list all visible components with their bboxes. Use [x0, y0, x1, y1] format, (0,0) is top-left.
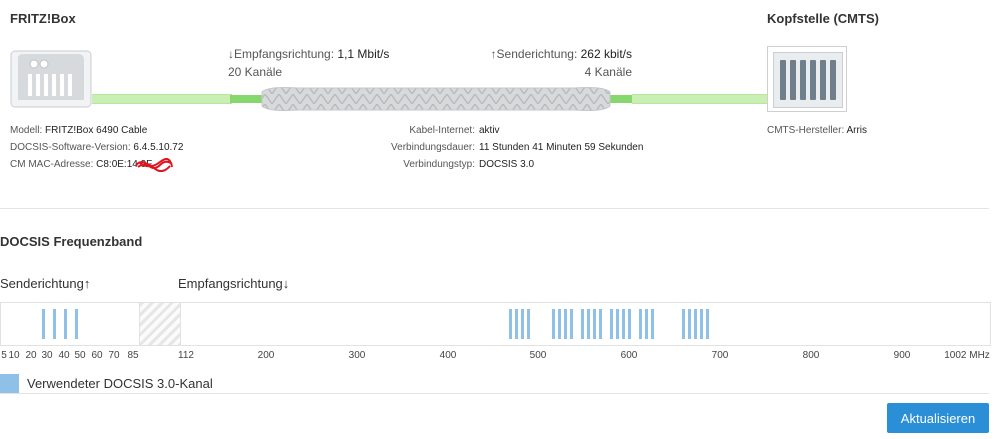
downstream-channel-bar-5: [552, 309, 555, 339]
downstream-channel-bar-6: [558, 309, 561, 339]
downstream-channel-bar-3: [521, 309, 524, 339]
downstream-rate: ↓Empfangsrichtung: 1,1 Mbit/s: [228, 47, 390, 61]
band-upstream-label: Senderichtung↑: [0, 276, 91, 291]
upstream-channel-bar-2: [53, 309, 56, 339]
band-tick-label: 1002 MHz: [944, 350, 990, 361]
downstream-channel-bar-1: [509, 309, 512, 339]
cable-right: [632, 94, 768, 104]
connection-status-value: aktiv: [479, 125, 500, 136]
cmts-device-icon: [767, 46, 847, 112]
connection-duration-label: Verbindungsdauer:: [391, 142, 475, 153]
downstream-channel-bar-7: [564, 309, 567, 339]
redaction-scribble-icon: [135, 158, 173, 172]
cable-bundle-icon: [261, 87, 611, 111]
upstream-channels: 4 Kanäle: [584, 65, 632, 79]
downstream-channel-bar-22: [694, 309, 697, 339]
downstream-channel-bar-17: [639, 309, 642, 339]
downstream-channel-bar-4: [527, 309, 530, 339]
downstream-channel-bar-14: [616, 309, 619, 339]
band-tick-label: 30: [41, 350, 53, 361]
connection-duration-value: 11 Stunden 41 Minuten 59 Sekunden: [479, 142, 644, 153]
downstream-channel-bar-23: [700, 309, 703, 339]
downstream-channel-bar-18: [645, 309, 648, 339]
downstream-channel-bar-19: [651, 309, 654, 339]
frequency-band-chart: [0, 302, 991, 346]
headend-title: Kopfstelle (CMTS): [767, 11, 879, 26]
downstream-channel-bar-21: [688, 309, 691, 339]
downstream-channel-bar-10: [587, 309, 590, 339]
band-tick-label: 70: [108, 350, 120, 361]
upstream-channel-bar-3: [64, 309, 67, 339]
downstream-channel-bar-12: [599, 309, 602, 339]
downstream-channel-bar-2: [515, 309, 518, 339]
fritzbox-device-icon: [10, 50, 92, 108]
upstream-channel-bar-4: [75, 309, 78, 339]
band-tick-label: 40: [58, 350, 70, 361]
connection-type-value: DOCSIS 3.0: [479, 159, 535, 170]
band-tick-label: 900: [893, 350, 911, 361]
band-tick-label: 60: [91, 350, 103, 361]
band-downstream-label: Empfangsrichtung↓: [178, 276, 290, 291]
band-tick-label: 50: [74, 350, 86, 361]
band-tick-label: 400: [439, 350, 457, 361]
band-tick-label: 600: [620, 350, 638, 361]
band-gap: [139, 303, 181, 345]
refresh-button[interactable]: Aktualisieren: [887, 403, 989, 433]
downstream-channel-bar-15: [622, 309, 625, 339]
legend-label: Verwendeter DOCSIS 3.0-Kanal: [27, 376, 213, 391]
band-tick-label: 800: [802, 350, 820, 361]
cmts-vendor: CMTS-Hersteller: Arris: [767, 125, 868, 136]
band-tick-label: 700: [711, 350, 729, 361]
device-software: DOCSIS-Software-Version: 6.4.5.10.72: [10, 142, 184, 153]
downstream-channel-bar-8: [570, 309, 573, 339]
device-model: Modell: FRITZ!Box 6490 Cable: [10, 125, 148, 136]
band-tick-label: 85: [127, 350, 139, 361]
downstream-channel-bar-16: [628, 309, 631, 339]
downstream-channel-bar-20: [682, 309, 685, 339]
downstream-channel-bar-13: [610, 309, 613, 339]
legend-swatch: [0, 374, 19, 393]
device-title: FRITZ!Box: [10, 11, 76, 26]
upstream-channel-bar-1: [42, 309, 45, 339]
section-divider: [0, 208, 989, 209]
cable-left: [92, 94, 232, 104]
band-tick-label: 10: [8, 350, 20, 361]
downstream-channel-bar-11: [593, 309, 596, 339]
band-tick-label: 112: [178, 350, 194, 361]
downstream-channel-bar-9: [581, 309, 584, 339]
connection-type-label: Verbindungstyp:: [403, 159, 475, 170]
band-tick-label: 200: [257, 350, 275, 361]
band-tick-label: 5: [1, 350, 7, 361]
connection-status-label: Kabel-Internet:: [409, 125, 475, 136]
footer-divider: [0, 393, 989, 394]
band-title: DOCSIS Frequenzband: [0, 234, 143, 249]
band-tick-label: 20: [25, 350, 37, 361]
downstream-channel-bar-24: [706, 309, 709, 339]
band-tick-label: 300: [348, 350, 366, 361]
upstream-rate: ↑Senderichtung: 262 kbit/s: [490, 47, 632, 61]
downstream-channels: 20 Kanäle: [228, 65, 283, 79]
device-mac: CM MAC-Adresse: C8:0E:14:9F: [10, 159, 153, 170]
band-tick-label: 500: [529, 350, 547, 361]
